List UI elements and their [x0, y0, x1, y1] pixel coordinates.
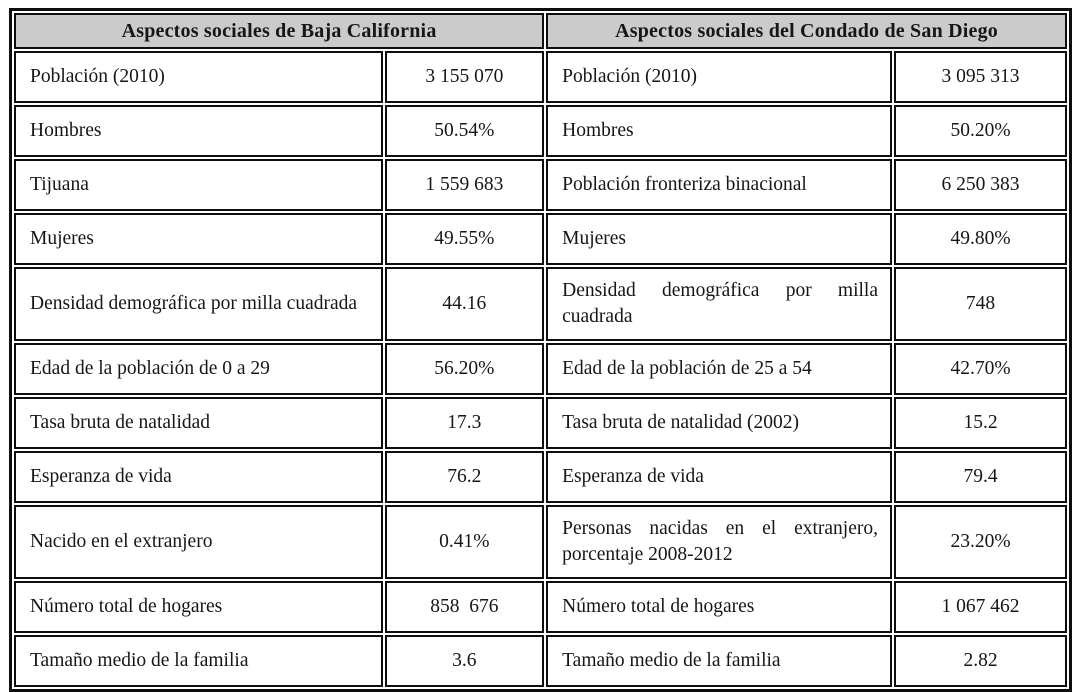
left-value-cell: 3 155 070	[384, 51, 545, 103]
table-row: Nacido en el extranjero 0.41% Personas nac…	[14, 505, 1067, 579]
table-row: Mujeres 49.55% Mujeres 49.80%	[14, 213, 1067, 265]
left-value-cell: 76.2	[384, 451, 545, 503]
right-value-cell: 2.82	[894, 635, 1067, 687]
left-label-cell: Mujeres	[14, 213, 383, 265]
table-body: Población (2010) 3 155 070 Población (2010…	[14, 51, 1067, 687]
table-row: Edad de la población de 0 a 29 56.20% Edad…	[14, 343, 1067, 395]
left-label-cell: Densidad demográfica por milla cuadrada	[14, 267, 383, 341]
right-label-cell: Número total de hogares	[546, 581, 893, 633]
right-label-cell: Esperanza de vida	[546, 451, 893, 503]
left-value-cell: 3.6	[384, 635, 545, 687]
right-label-cell: Tamaño medio de la familia	[546, 635, 893, 687]
table-row: Esperanza de vida 76.2 Esperanza de vida 79…	[14, 451, 1067, 503]
table-row: Tijuana 1 559 683 Población fronteriza bin…	[14, 159, 1067, 211]
left-label-cell: Nacido en el extranjero	[14, 505, 383, 579]
right-value-cell: 6 250 383	[894, 159, 1067, 211]
right-label-cell: Personas nacidas en el extranjero, porce…	[546, 505, 893, 579]
right-label-cell: Edad de la población de 25 a 54	[546, 343, 893, 395]
right-label-cell: Densidad demográfica por milla cuadrada	[546, 267, 893, 341]
left-label-cell: Población (2010)	[14, 51, 383, 103]
left-table-header: Aspectos sociales de Baja California	[14, 13, 545, 49]
left-label-cell: Tamaño medio de la familia	[14, 635, 383, 687]
right-label-cell: Mujeres	[546, 213, 893, 265]
table-row: Hombres 50.54% Hombres 50.20%	[14, 105, 1067, 157]
right-label-cell: Hombres	[546, 105, 893, 157]
left-label-cell: Número total de hogares	[14, 581, 383, 633]
left-value-cell: 56.20%	[384, 343, 545, 395]
left-label-cell: Tijuana	[14, 159, 383, 211]
left-label-cell: Hombres	[14, 105, 383, 157]
header-row: Aspectos sociales de Baja California Asp…	[14, 13, 1067, 49]
right-value-cell: 748	[894, 267, 1067, 341]
left-value-cell: 44.16	[384, 267, 545, 341]
left-label-cell: Edad de la población de 0 a 29	[14, 343, 383, 395]
right-value-cell: 3 095 313	[894, 51, 1067, 103]
left-label-cell: Esperanza de vida	[14, 451, 383, 503]
comparison-table: Aspectos sociales de Baja California Asp…	[9, 8, 1072, 692]
right-value-cell: 23.20%	[894, 505, 1067, 579]
right-label-cell: Población fronteriza binacional	[546, 159, 893, 211]
right-value-cell: 79.4	[894, 451, 1067, 503]
right-label-cell: Tasa bruta de natalidad (2002)	[546, 397, 893, 449]
scanned-page: Aspectos sociales de Baja California Asp…	[9, 8, 1072, 692]
left-value-cell: 858 676	[384, 581, 545, 633]
left-value-cell: 1 559 683	[384, 159, 545, 211]
left-value-cell: 49.55%	[384, 213, 545, 265]
table-row: Población (2010) 3 155 070 Población (2010…	[14, 51, 1067, 103]
left-value-cell: 0.41%	[384, 505, 545, 579]
left-value-cell: 17.3	[384, 397, 545, 449]
left-label-cell: Tasa bruta de natalidad	[14, 397, 383, 449]
right-value-cell: 49.80%	[894, 213, 1067, 265]
right-table-header: Aspectos sociales del Condado de San Die…	[546, 13, 1067, 49]
table-row: Tamaño medio de la familia 3.6 Tamaño medi…	[14, 635, 1067, 687]
right-value-cell: 1 067 462	[894, 581, 1067, 633]
right-value-cell: 42.70%	[894, 343, 1067, 395]
right-label-cell: Población (2010)	[546, 51, 893, 103]
table-row: Tasa bruta de natalidad 17.3 Tasa bruta de…	[14, 397, 1067, 449]
right-value-cell: 15.2	[894, 397, 1067, 449]
table-row: Número total de hogares 858 676 Número tot…	[14, 581, 1067, 633]
left-value-cell: 50.54%	[384, 105, 545, 157]
right-value-cell: 50.20%	[894, 105, 1067, 157]
table-row: Densidad demográfica por milla cuadrada 4…	[14, 267, 1067, 341]
